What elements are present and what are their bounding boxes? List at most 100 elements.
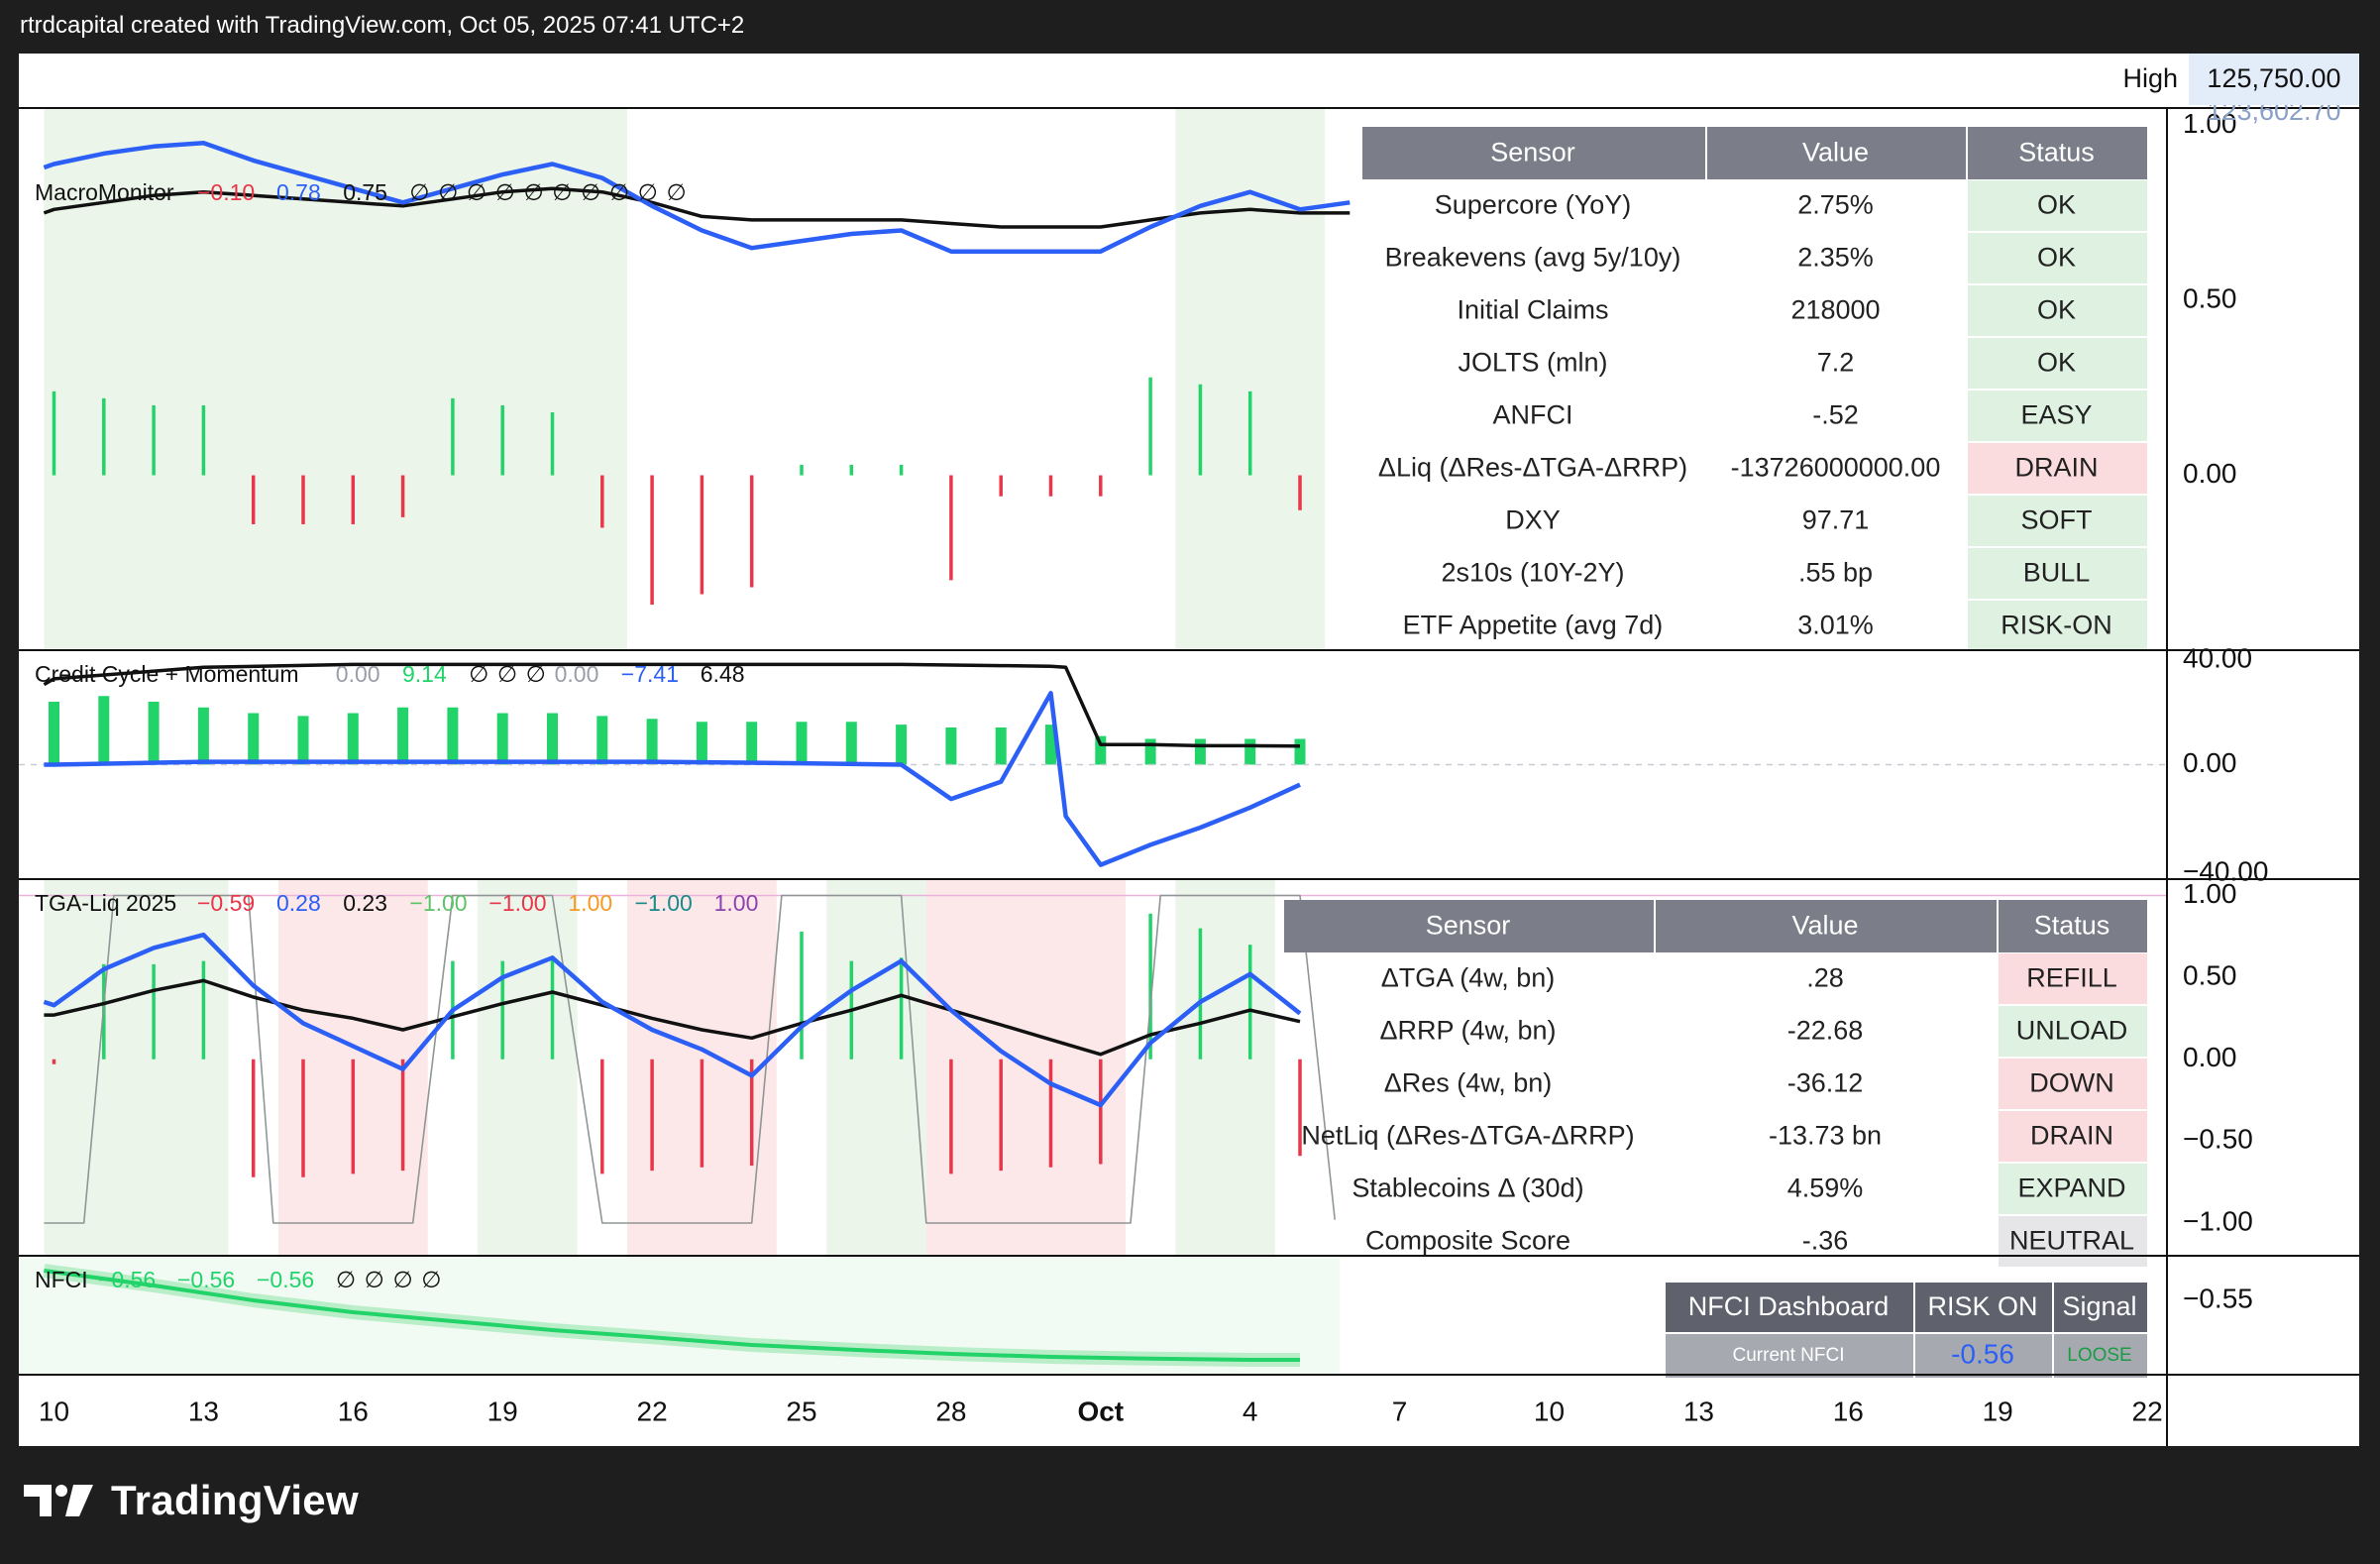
legend-value: 1.00 (714, 890, 759, 916)
y-tick-label: 0.00 (2183, 458, 2237, 489)
sensor-value: -13726000000.00 (1731, 453, 1941, 483)
status-text: REFILL (2026, 963, 2117, 993)
legend-value: 0.00 (336, 661, 380, 687)
x-tick-label: 19 (1983, 1396, 2013, 1426)
legend-value: 0.78 (276, 179, 321, 205)
dashboard-metric-label: Current NFCI (1733, 1345, 1845, 1366)
status-text: UNLOAD (2016, 1016, 2128, 1046)
pane-bg-band (1175, 108, 1326, 650)
legend-value: ∅ (581, 179, 600, 205)
black-series-line (44, 978, 1301, 1057)
legend-value: 0.75 (343, 179, 387, 205)
x-tick-label: 22 (2132, 1396, 2163, 1426)
sensor-name: DXY (1505, 505, 1561, 535)
table-header-text: Value (1791, 911, 1858, 941)
pane-title: MacroMonitor (35, 179, 174, 205)
status-cell (1968, 180, 2147, 231)
legend-value: −1.00 (409, 890, 467, 916)
pane-bg-band (1175, 879, 1275, 1256)
legend-value: −0.56 (257, 1267, 314, 1292)
chart-marks (19, 141, 2167, 1367)
x-tick-label: 10 (1534, 1396, 1565, 1426)
legend-value: ∅ (638, 179, 658, 205)
status-cell (1968, 548, 2147, 599)
status-cell (1968, 338, 2147, 389)
table-header-cell (1362, 127, 1705, 179)
status-text: EASY (2020, 400, 2092, 430)
pane-legends: MacroMonitor −0.10 0.78 0.75 ∅ ∅ ∅ ∅ ∅ ∅ ∅ ∅ ∅ ∅ Credi… (35, 179, 758, 1292)
x-tick-label: 22 (637, 1396, 668, 1426)
table-header-cell (1707, 127, 1966, 179)
y-tick-label: −0.55 (2183, 1283, 2253, 1313)
tradingview-logo-icon (24, 1485, 93, 1516)
y-tick-label: 1.00 (2183, 108, 2237, 139)
chart-frame: Sensor Value Status Supercore (YoY) 2.75% OK B… (19, 54, 2359, 1446)
y-tick-label: 1.00 (2183, 878, 2237, 909)
status-text: RISK-ON (2001, 611, 2112, 640)
table-header-cell (1999, 900, 2147, 952)
status-text: OK (2037, 243, 2076, 273)
sensor-name: Initial Claims (1457, 295, 1608, 325)
status-text: DRAIN (2030, 1121, 2113, 1151)
symbol-high-box: High 123,602.70 125,750.00 (2091, 54, 2359, 126)
legend-value: −1.00 (488, 890, 546, 916)
x-tick-label: Oct (1077, 1396, 1124, 1426)
legend-value: ∅ (438, 179, 458, 205)
sensor-value: 97.71 (1802, 505, 1870, 535)
legend-value: 1.00 (568, 890, 612, 916)
sensor-name: Breakevens (avg 5y/10y) (1385, 243, 1681, 273)
x-tick-label: 16 (1833, 1396, 1864, 1426)
sensor-name: Supercore (YoY) (1435, 190, 1632, 220)
status-cell (1968, 285, 2147, 336)
dashboard-header-cell (1915, 1283, 2052, 1332)
table-header-cell (1968, 127, 2147, 179)
high-label: High (2122, 63, 2178, 93)
sensor-value: 3.01% (1797, 611, 1874, 640)
chart-canvas: Sensor Value Status Supercore (YoY) 2.75% OK B… (19, 54, 2359, 1446)
status-text: EXPAND (2017, 1173, 2125, 1203)
legend-value: −7.41 (621, 661, 679, 687)
status-cell (1968, 601, 2147, 651)
x-tick-label: 19 (487, 1396, 518, 1426)
legend-value: 0.23 (343, 890, 387, 916)
sensor-value: -.36 (1802, 1226, 1849, 1256)
legend-value: −0.10 (197, 179, 255, 205)
sensor-value: 2.75% (1797, 190, 1874, 220)
sensor-value: .55 bp (1798, 558, 1873, 588)
pane-bg-band (44, 879, 229, 1256)
y-tick-label: 40.00 (2183, 642, 2252, 673)
legend-value: ∅ (526, 661, 546, 687)
status-text: BULL (2023, 558, 2091, 588)
legend-value: ∅ (336, 1267, 356, 1292)
axis-corner (2168, 1376, 2359, 1446)
sensor-value: .28 (1806, 963, 1844, 993)
pane-bg-band (478, 879, 578, 1256)
dashboard-header-cell (1666, 1283, 1913, 1332)
status-text: OK (2037, 295, 2076, 325)
sensor-value: -13.73 bn (1769, 1121, 1882, 1151)
status-cell (1999, 1006, 2147, 1057)
sensor-value: -22.68 (1787, 1016, 1864, 1046)
x-tick-label: 7 (1392, 1396, 1408, 1426)
sensor-name: JOLTS (mln) (1458, 348, 1607, 378)
y-tick-label: −1.00 (2183, 1205, 2253, 1236)
pane-backgrounds (19, 108, 1341, 1375)
sensor-name: ΔTGA (4w, bn) (1381, 963, 1556, 993)
legend-value: 0.00 (555, 661, 599, 687)
x-tick-label: 13 (1683, 1396, 1714, 1426)
chart-caption: rtrdcapital created with TradingView.com… (20, 12, 745, 39)
legend-value: −0.59 (197, 890, 255, 916)
high-value: 125,750.00 (2207, 63, 2340, 93)
sensor-name: ETF Appetite (avg 7d) (1403, 611, 1664, 640)
table-header-text: Status (2034, 911, 2110, 941)
tradingview-brand[interactable]: TradingView (22, 1477, 359, 1524)
blue-series-line (43, 141, 1351, 254)
legend-value: −0.56 (177, 1267, 235, 1292)
x-tick-label: 28 (935, 1396, 966, 1426)
status-cell (1968, 391, 2147, 441)
legend-value: ∅ (552, 179, 572, 205)
status-cell (1999, 1059, 2147, 1109)
x-tick-label: 13 (188, 1396, 219, 1426)
status-text: DRAIN (2014, 453, 2098, 483)
status-text: OK (2037, 348, 2076, 378)
